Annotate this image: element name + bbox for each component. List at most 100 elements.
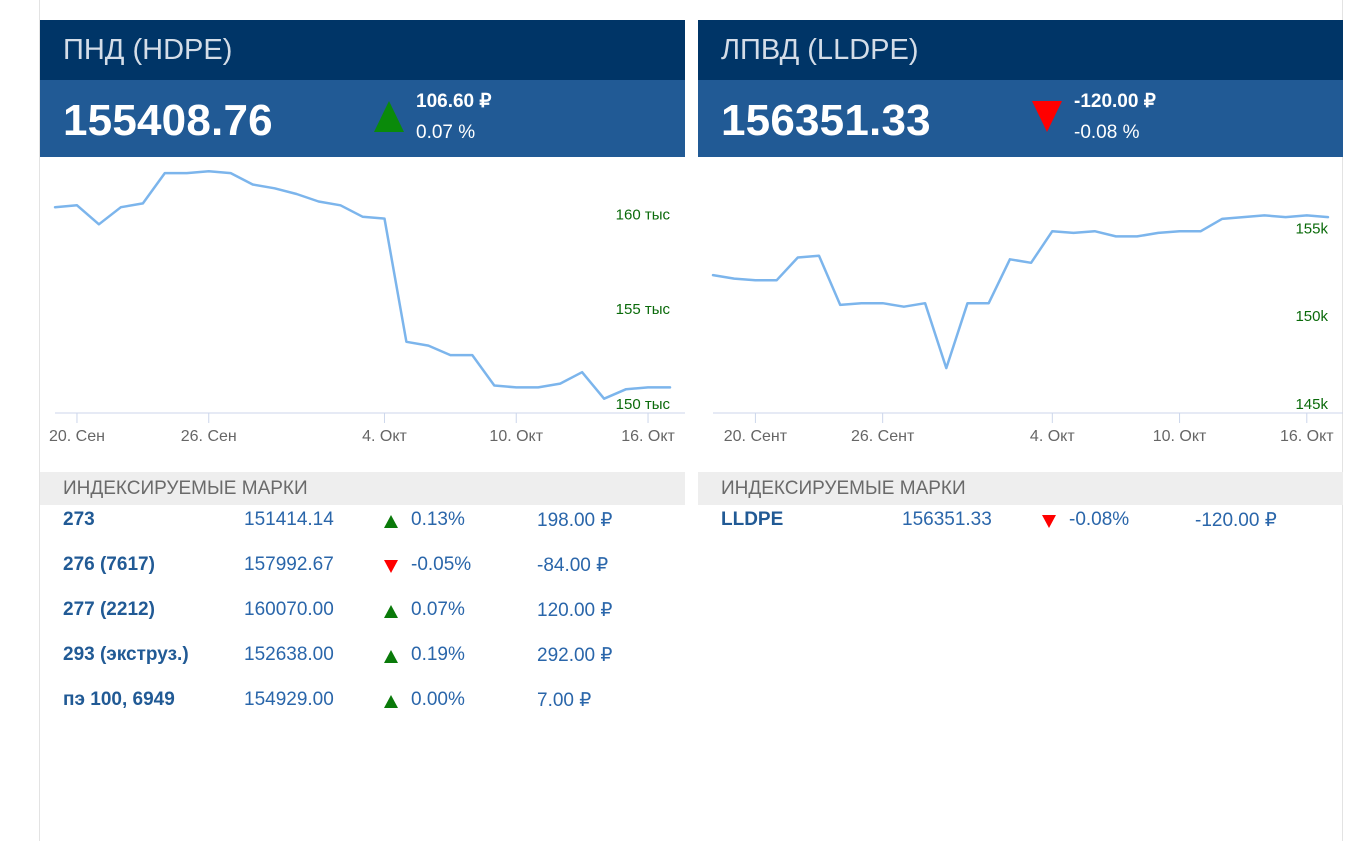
data-point	[1157, 232, 1159, 234]
index-value: 155408.76	[63, 96, 273, 145]
data-point	[98, 223, 100, 225]
grade-name-link[interactable]: 293 (экструз.)	[63, 644, 189, 665]
x-tick-label: 4. Окт	[362, 428, 407, 445]
panel-title[interactable]: ПНД (HDPE)	[40, 20, 685, 80]
grade-change-percent: -0.08%	[1069, 509, 1130, 530]
data-point	[54, 206, 56, 208]
data-point	[797, 257, 799, 259]
data-point	[471, 354, 473, 356]
data-point	[1221, 218, 1223, 220]
y-tick-label: 150k	[1295, 308, 1328, 325]
data-point	[230, 172, 232, 174]
trend-up-icon	[384, 695, 398, 708]
y-tick-label: 160 тыс	[616, 206, 671, 223]
data-point	[1115, 235, 1117, 237]
data-point	[754, 279, 756, 281]
lldpe-panel: ЛПВД (LLDPE) 156351.33 -120.00 ₽ -0.08 %…	[698, 20, 1343, 531]
data-point	[186, 172, 188, 174]
x-tick-label: 26. Сент	[851, 428, 915, 445]
price-chart[interactable]: 20. Сен 26. Сен 4. Окт 10. Окт 16. Окт 160 ты…	[40, 157, 685, 454]
grade-price: 160070.00	[244, 599, 334, 620]
grades-header: ИНДЕКСИРУЕМЫЕ МАРКИ	[698, 472, 1343, 505]
data-point	[1136, 235, 1138, 237]
grade-change-absolute: -120.00 ₽	[1195, 510, 1277, 531]
grade-name-link[interactable]: 276 (7617)	[63, 554, 155, 575]
trend-down-icon	[1042, 515, 1056, 528]
data-point	[1242, 216, 1244, 218]
data-point	[383, 218, 385, 220]
data-point	[1306, 214, 1308, 216]
y-tick-label: 155k	[1295, 220, 1328, 237]
grade-name-link[interactable]: LLDPE	[721, 509, 784, 530]
data-point	[340, 204, 342, 206]
grade-row[interactable]: 293 (экструз.) 152638.00 0.19% 292.00 ₽	[40, 640, 685, 685]
data-point	[1094, 230, 1096, 232]
page-frame-left	[39, 0, 40, 841]
grade-name-link[interactable]: 273	[63, 509, 95, 530]
data-point	[1009, 258, 1011, 260]
change-percent: -0.08 %	[1074, 122, 1140, 143]
grade-price: 151414.14	[244, 509, 334, 530]
grade-change-absolute: 292.00 ₽	[537, 645, 613, 666]
change-percent: 0.07 %	[416, 122, 476, 143]
data-point	[208, 170, 210, 172]
data-point	[296, 193, 298, 195]
data-point	[1285, 216, 1287, 218]
grade-name-link[interactable]: пэ 100, 6949	[63, 689, 175, 710]
data-point	[945, 367, 947, 369]
grade-row[interactable]: 273 151414.14 0.13% 198.00 ₽	[40, 505, 685, 550]
data-point	[1327, 216, 1329, 218]
trend-up-icon	[374, 101, 404, 132]
data-point	[647, 386, 649, 388]
grade-name-link[interactable]: 277 (2212)	[63, 599, 155, 620]
price-series-line	[53, 169, 672, 400]
grade-row[interactable]: 277 (2212) 160070.00 0.07% 120.00 ₽	[40, 595, 685, 640]
y-tick-label: 145k	[1295, 396, 1328, 413]
data-point	[1073, 232, 1075, 234]
price-chart[interactable]: 20. Сент 26. Сент 4. Окт 10. Окт 16. Окт 155k…	[698, 157, 1343, 454]
data-point	[603, 398, 605, 400]
grade-row[interactable]: LLDPE 156351.33 -0.08% -120.00 ₽	[698, 505, 1343, 550]
data-point	[860, 302, 862, 304]
data-point	[924, 302, 926, 304]
x-tick-label: 26. Сен	[181, 428, 237, 445]
data-point	[76, 204, 78, 206]
data-point	[164, 172, 166, 174]
price-chart-svg: 20. Сен 26. Сен 4. Окт 10. Окт 16. Окт 160 ты…	[49, 169, 685, 445]
data-point	[712, 274, 714, 276]
change-absolute: -120.00 ₽	[1074, 91, 1156, 112]
grades-list: LLDPE 156351.33 -0.08% -120.00 ₽	[698, 505, 1343, 550]
data-point	[839, 304, 841, 306]
x-tick-label: 20. Сен	[49, 428, 105, 445]
data-point	[515, 386, 517, 388]
data-point	[966, 302, 968, 304]
data-point	[318, 201, 320, 203]
data-point	[405, 341, 407, 343]
x-tick-label: 10. Окт	[489, 428, 543, 445]
grade-change-absolute: 7.00 ₽	[537, 690, 592, 711]
grade-change-percent: 0.13%	[411, 509, 465, 530]
index-value: 156351.33	[721, 96, 931, 145]
x-tick-label: 16. Окт	[621, 428, 675, 445]
data-point	[776, 279, 778, 281]
data-point	[581, 371, 583, 373]
grade-price: 156351.33	[902, 509, 992, 530]
data-point	[142, 202, 144, 204]
data-point	[818, 255, 820, 257]
quote-block: 156351.33 -120.00 ₽ -0.08 %	[698, 80, 1343, 157]
grade-row[interactable]: пэ 100, 6949 154929.00 0.00% 7.00 ₽	[40, 685, 685, 730]
y-tick-label: 150 тыс	[616, 396, 671, 413]
hdpe-panel: ПНД (HDPE) 155408.76 106.60 ₽ 0.07 % 20.…	[40, 20, 685, 711]
panel-title[interactable]: ЛПВД (LLDPE)	[698, 20, 1343, 80]
trend-up-icon	[384, 605, 398, 618]
data-point	[252, 183, 254, 185]
data-point	[1179, 230, 1181, 232]
grade-change-absolute: 120.00 ₽	[537, 600, 613, 621]
grade-row[interactable]: 276 (7617) 157992.67 -0.05% -84.00 ₽	[40, 550, 685, 595]
x-tick-label: 16. Окт	[1280, 428, 1334, 445]
grade-change-percent: 0.00%	[411, 689, 465, 710]
data-point	[362, 216, 364, 218]
data-point	[1263, 214, 1265, 216]
grade-change-percent: -0.05%	[411, 554, 472, 575]
data-point	[903, 306, 905, 308]
